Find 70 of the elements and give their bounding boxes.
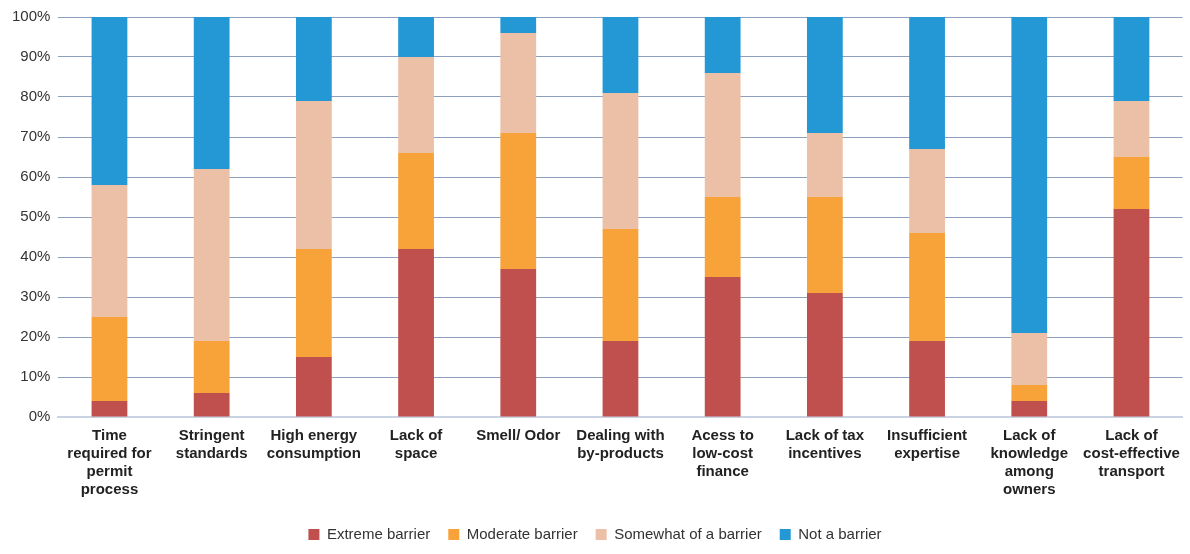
bar (193, 17, 230, 169)
bar (91, 401, 128, 417)
x-tick-label: High energy consumption (266, 426, 361, 462)
bar (500, 269, 537, 417)
bar (704, 277, 741, 417)
x-tick-label: Lack of tax incentives (785, 426, 865, 462)
bar (91, 317, 128, 401)
y-tick-label: 70% (20, 127, 51, 145)
bar (193, 341, 230, 393)
x-tick-label: Acess to low-cost finance (691, 426, 754, 480)
bar (909, 233, 945, 341)
bar (500, 133, 537, 269)
y-tick-label: 100% (11, 7, 51, 25)
bar (704, 197, 741, 277)
y-tick-label: 40% (20, 247, 51, 265)
y-tick-label: 90% (20, 47, 51, 65)
bar (398, 249, 434, 417)
x-tick-label: Stringent standards (175, 426, 248, 462)
bar (806, 197, 843, 293)
bar (295, 17, 332, 101)
bar (91, 17, 128, 185)
bar (1011, 333, 1048, 385)
bar (602, 229, 639, 341)
legend-label: Extreme barrier (326, 524, 431, 542)
bar (909, 17, 945, 149)
y-tick-label: 60% (20, 167, 51, 185)
y-tick-label: 10% (20, 367, 51, 385)
bar (1011, 401, 1048, 417)
bar (1113, 101, 1150, 157)
x-tick-label: Smell/ Odor (476, 426, 561, 444)
bar (602, 93, 639, 229)
y-tick-label: 20% (20, 327, 51, 345)
bar (193, 393, 230, 417)
bar (193, 169, 230, 341)
bar (704, 17, 741, 73)
bar (295, 249, 332, 357)
bar (398, 153, 434, 249)
bar (806, 293, 843, 417)
bar (806, 17, 843, 133)
x-tick-label: Lack of space (389, 426, 444, 462)
y-tick-label: 80% (20, 87, 51, 105)
bar (602, 17, 639, 93)
bar (1113, 157, 1150, 209)
legend-label: Moderate barrier (466, 524, 578, 542)
bar (295, 357, 332, 417)
bar (806, 133, 843, 197)
y-tick-label: 0% (28, 407, 51, 425)
bar (1011, 17, 1048, 333)
bar (500, 17, 537, 33)
bar (602, 341, 639, 417)
bar (1011, 385, 1048, 401)
y-tick-label: 50% (20, 207, 51, 225)
bar (909, 341, 945, 417)
x-tick-label: Insufficient expertise (887, 426, 968, 462)
bar (1113, 17, 1150, 101)
bar (398, 57, 434, 153)
bar (295, 101, 332, 249)
bar (91, 185, 128, 317)
legend-label: Somewhat of a barrier (614, 524, 762, 542)
bar (500, 33, 537, 133)
bar (1113, 209, 1150, 417)
x-tick-label: Dealing with by-products (576, 426, 665, 462)
x-tick-label: Lack of knowledge among owners (990, 426, 1069, 498)
legend-label: Not a barrier (798, 524, 882, 542)
x-tick-label: Lack of cost-effective transport (1083, 426, 1180, 480)
y-tick-label: 30% (20, 287, 51, 305)
bar (909, 149, 945, 233)
x-tick-label: Time required for permit process (67, 426, 152, 498)
bar (704, 73, 741, 197)
bar (398, 17, 434, 57)
